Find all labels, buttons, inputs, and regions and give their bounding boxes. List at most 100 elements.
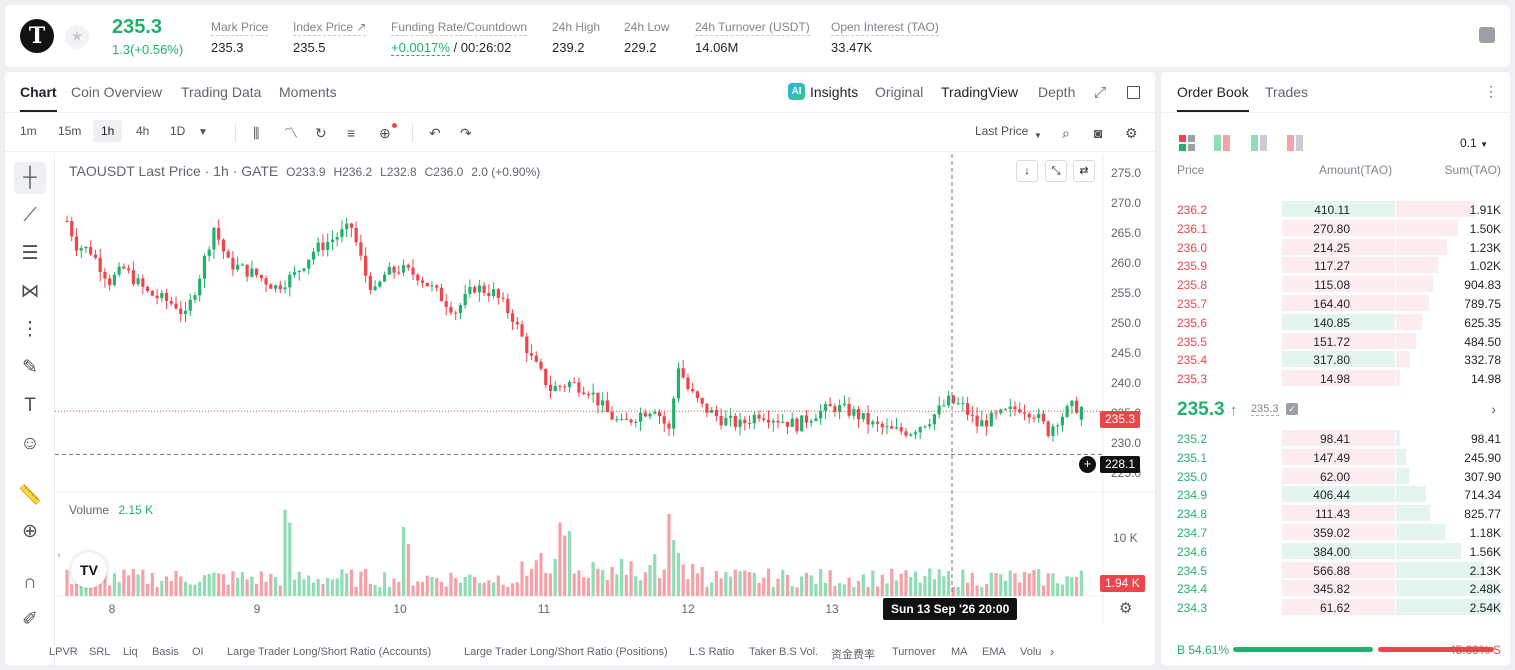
- timeframe-1m[interactable]: 1m: [20, 124, 37, 138]
- bid-row[interactable]: 235.2 98.41 98.41: [1161, 429, 1510, 448]
- price-type-select[interactable]: Last Price: [975, 124, 1029, 138]
- ask-row[interactable]: 235.7 164.40 789.75: [1161, 294, 1510, 313]
- tab-chart[interactable]: Chart: [20, 84, 57, 112]
- arrow-down-icon[interactable]: ↓: [1016, 160, 1038, 182]
- add-alert-icon[interactable]: ⊕: [379, 123, 397, 141]
- bid-row[interactable]: 234.7 359.02 1.18K: [1161, 523, 1510, 542]
- tab-tradingview[interactable]: TradingView: [941, 84, 1019, 100]
- bid-row[interactable]: 235.1 147.49 245.90: [1161, 448, 1510, 467]
- bid-row[interactable]: 234.8 111.43 825.77: [1161, 504, 1510, 523]
- candlestick-chart[interactable]: 275.0 270.0 265.0 260.0 255.0 250.0 245.0 240.0…: [55, 154, 1155, 624]
- precision-select[interactable]: 0.1 ▼: [1460, 136, 1488, 150]
- indicator-ema[interactable]: EMA: [982, 646, 1006, 658]
- more-vertical-icon[interactable]: ⋮: [1484, 83, 1498, 99]
- indicator-taker-vol[interactable]: Taker B.S Vol.: [749, 646, 819, 658]
- collapse-icon[interactable]: ⤡: [1045, 160, 1067, 182]
- indicator-lt-ratio-positions[interactable]: Large Trader Long/Short Ratio (Positions…: [464, 646, 668, 658]
- tab-depth[interactable]: Depth: [1038, 84, 1076, 100]
- chevron-right-icon[interactable]: ›: [1491, 401, 1496, 417]
- camera-icon[interactable]: ◙: [1094, 125, 1103, 141]
- tab-coin-overview[interactable]: Coin Overview: [71, 84, 163, 100]
- ask-row[interactable]: 236.0 214.25 1.23K: [1161, 238, 1510, 257]
- ask-row[interactable]: 235.3 14.98 14.98: [1161, 369, 1510, 388]
- chevron-down-icon[interactable]: ▼: [198, 127, 208, 138]
- ruler-icon[interactable]: 📏: [18, 485, 42, 506]
- pencil-lock-icon[interactable]: ✐: [22, 609, 38, 630]
- tab-trading-data[interactable]: Trading Data: [181, 84, 262, 100]
- tab-original[interactable]: Original: [875, 84, 924, 100]
- volume-bar: [231, 571, 235, 596]
- indicator-ma[interactable]: MA: [951, 646, 968, 658]
- window-icon[interactable]: [1127, 86, 1140, 99]
- bid-row[interactable]: 234.6 384.00 1.56K: [1161, 542, 1510, 561]
- horizontal-lines-icon[interactable]: ☰: [21, 243, 39, 264]
- expand-icon[interactable]: ⤢: [1094, 84, 1107, 101]
- indicator-turnover[interactable]: Turnover: [892, 646, 936, 658]
- ai-insights-icon[interactable]: AI: [788, 83, 805, 100]
- pattern-icon[interactable]: ⋈: [20, 281, 40, 302]
- stat-index-price[interactable]: Index Price ↗ 235.5: [293, 20, 367, 55]
- favorite-star-icon[interactable]: ★: [65, 25, 89, 49]
- search-icon[interactable]: ⌕: [1062, 125, 1070, 141]
- fib-icon[interactable]: ⋮: [20, 319, 40, 340]
- swap-icon[interactable]: ⇄: [1073, 160, 1095, 182]
- text-tool-icon[interactable]: T: [24, 395, 36, 416]
- tab-trades[interactable]: Trades: [1265, 84, 1309, 100]
- indicator-lpvr[interactable]: LPVR: [49, 646, 78, 658]
- template-icon[interactable]: ≡: [347, 125, 356, 141]
- magnet-icon[interactable]: ∩: [23, 572, 37, 593]
- indicator-lt-ratio-accounts[interactable]: Large Trader Long/Short Ratio (Accounts): [227, 646, 432, 658]
- ask-row[interactable]: 236.2 410.11 1.91K: [1161, 200, 1510, 219]
- ask-row[interactable]: 235.4 317.80 332.78: [1161, 350, 1510, 369]
- indicator-liq[interactable]: Liq: [123, 646, 138, 658]
- candle-body: [932, 414, 937, 425]
- ask-row[interactable]: 235.5 151.72 484.50: [1161, 332, 1510, 351]
- chevron-down-icon[interactable]: ▼: [1034, 131, 1042, 140]
- indicator-funding-rate[interactable]: 资金费率: [831, 649, 875, 661]
- indicator-volume[interactable]: Volu: [1020, 646, 1042, 658]
- notebook-icon[interactable]: [1479, 27, 1495, 43]
- tradingview-logo[interactable]: TV: [71, 552, 107, 588]
- timeframe-4h[interactable]: 4h: [136, 124, 150, 138]
- indicator-ls-ratio[interactable]: L.S Ratio: [689, 646, 735, 658]
- timeframe-15m[interactable]: 15m: [58, 124, 82, 138]
- timeframe-1h[interactable]: 1h: [93, 120, 123, 142]
- refresh-icon[interactable]: ↻: [315, 125, 327, 141]
- bid-row[interactable]: 235.0 62.00 307.90: [1161, 467, 1510, 486]
- bid-row[interactable]: 234.3 61.62 2.54K: [1161, 598, 1510, 617]
- undo-icon[interactable]: ↶: [429, 125, 441, 141]
- ask-row[interactable]: 235.6 140.85 625.35: [1161, 313, 1510, 332]
- volume-bar: [411, 585, 415, 596]
- trend-line-icon[interactable]: ⟋: [23, 205, 37, 226]
- layout-asks-icon[interactable]: [1287, 135, 1303, 151]
- indicators-icon[interactable]: 〽: [284, 125, 298, 141]
- tab-moments[interactable]: Moments: [279, 84, 337, 100]
- ask-row[interactable]: 235.9 117.27 1.02K: [1161, 256, 1510, 275]
- mark-price[interactable]: 235.3: [1251, 403, 1279, 416]
- indicator-basis[interactable]: Basis: [152, 646, 179, 658]
- layout-bids-icon[interactable]: [1251, 135, 1267, 151]
- brush-icon[interactable]: ✎: [22, 357, 38, 378]
- row-sum: 825.77: [1464, 507, 1501, 522]
- candle-type-icon[interactable]: ⫼: [253, 125, 260, 141]
- bid-row[interactable]: 234.9 406.44 714.34: [1161, 485, 1510, 504]
- bid-row[interactable]: 234.4 345.82 2.48K: [1161, 579, 1510, 598]
- add-order-icon[interactable]: +: [1079, 456, 1096, 473]
- emoji-icon[interactable]: ☺: [20, 433, 40, 454]
- indicator-srl[interactable]: SRL: [89, 646, 111, 658]
- layout-both-icon[interactable]: [1179, 135, 1195, 151]
- timeframe-1d[interactable]: 1D: [170, 124, 186, 138]
- crosshair-icon[interactable]: ┼: [14, 162, 46, 194]
- ask-row[interactable]: 235.8 115.08 904.83: [1161, 275, 1510, 294]
- gear-icon[interactable]: ⚙: [1125, 125, 1138, 141]
- zoom-in-icon[interactable]: ⊕: [22, 521, 38, 542]
- tab-insights[interactable]: Insights: [810, 84, 859, 100]
- tab-order-book[interactable]: Order Book: [1177, 84, 1249, 112]
- layout-split-icon[interactable]: [1214, 135, 1230, 151]
- redo-icon[interactable]: ↷: [460, 125, 472, 141]
- indicator-oi[interactable]: OI: [192, 646, 204, 658]
- chevron-right-icon[interactable]: ›: [1050, 644, 1055, 659]
- axis-settings-icon[interactable]: ⚙: [1119, 600, 1133, 617]
- bid-row[interactable]: 234.5 566.88 2.13K: [1161, 561, 1510, 580]
- ask-row[interactable]: 236.1 270.80 1.50K: [1161, 219, 1510, 238]
